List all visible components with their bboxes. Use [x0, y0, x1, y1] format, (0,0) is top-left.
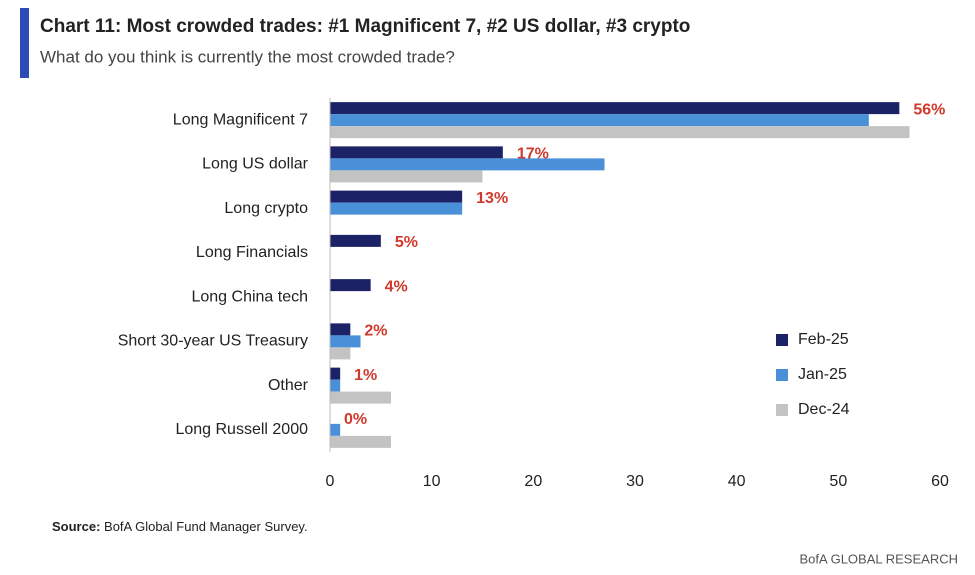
bar: [330, 114, 869, 127]
bar: [330, 323, 351, 336]
bar: [330, 102, 900, 115]
legend-label: Jan-25: [798, 366, 847, 383]
bar: [330, 190, 463, 203]
bar: [330, 146, 503, 159]
value-label: 5%: [395, 234, 418, 251]
x-tick-label: 0: [326, 473, 335, 490]
legend-swatch: [776, 369, 788, 381]
bar: [330, 158, 605, 171]
bar: [330, 170, 483, 183]
source-text: BofA Global Fund Manager Survey.: [104, 519, 308, 534]
chart-subtitle: What do you think is currently the most …: [40, 47, 455, 66]
bar: [330, 279, 371, 292]
y-tick-label: Short 30-year US Treasury: [118, 333, 308, 350]
bar: [330, 126, 910, 139]
value-label: 2%: [364, 323, 387, 340]
y-tick-label: Long crypto: [224, 200, 308, 217]
y-tick-label: Long US dollar: [202, 156, 309, 173]
x-tick-label: 40: [728, 473, 746, 490]
bar: [330, 423, 341, 436]
source: Source: BofA Global Fund Manager Survey.: [52, 519, 308, 534]
x-tick-label: 20: [524, 473, 542, 490]
x-tick-label: 50: [829, 473, 847, 490]
y-tick-label: Long Russell 2000: [175, 421, 308, 438]
y-tick-label: Other: [268, 377, 309, 394]
legend-swatch: [776, 404, 788, 416]
x-tick-label: 30: [626, 473, 644, 490]
y-tick-label: Long Magnificent 7: [173, 111, 308, 128]
bar: [330, 234, 381, 247]
bar: [330, 335, 361, 348]
value-label: 1%: [354, 367, 377, 384]
value-label: 0%: [344, 411, 367, 428]
value-label: 4%: [385, 278, 408, 295]
value-label: 17%: [517, 146, 549, 163]
x-tick-label: 10: [423, 473, 441, 490]
bar: [330, 367, 341, 380]
x-tick-label: 60: [931, 473, 949, 490]
legend-swatch: [776, 334, 788, 346]
footer: BofA GLOBAL RESEARCH: [800, 551, 958, 566]
y-tick-label: Long China tech: [191, 288, 308, 305]
bar: [330, 435, 391, 448]
bar: [330, 347, 351, 360]
value-label: 56%: [913, 101, 945, 118]
value-label: 13%: [476, 190, 508, 207]
source-label: Source:: [52, 519, 100, 534]
y-tick-label: Long Financials: [196, 244, 308, 261]
bar: [330, 379, 341, 392]
legend-label: Feb-25: [798, 331, 849, 348]
legend-label: Dec-24: [798, 401, 850, 418]
accent-bar: [20, 8, 29, 78]
chart-title: Chart 11: Most crowded trades: #1 Magnif…: [40, 16, 690, 37]
bar: [330, 202, 463, 215]
bar: [330, 391, 391, 404]
